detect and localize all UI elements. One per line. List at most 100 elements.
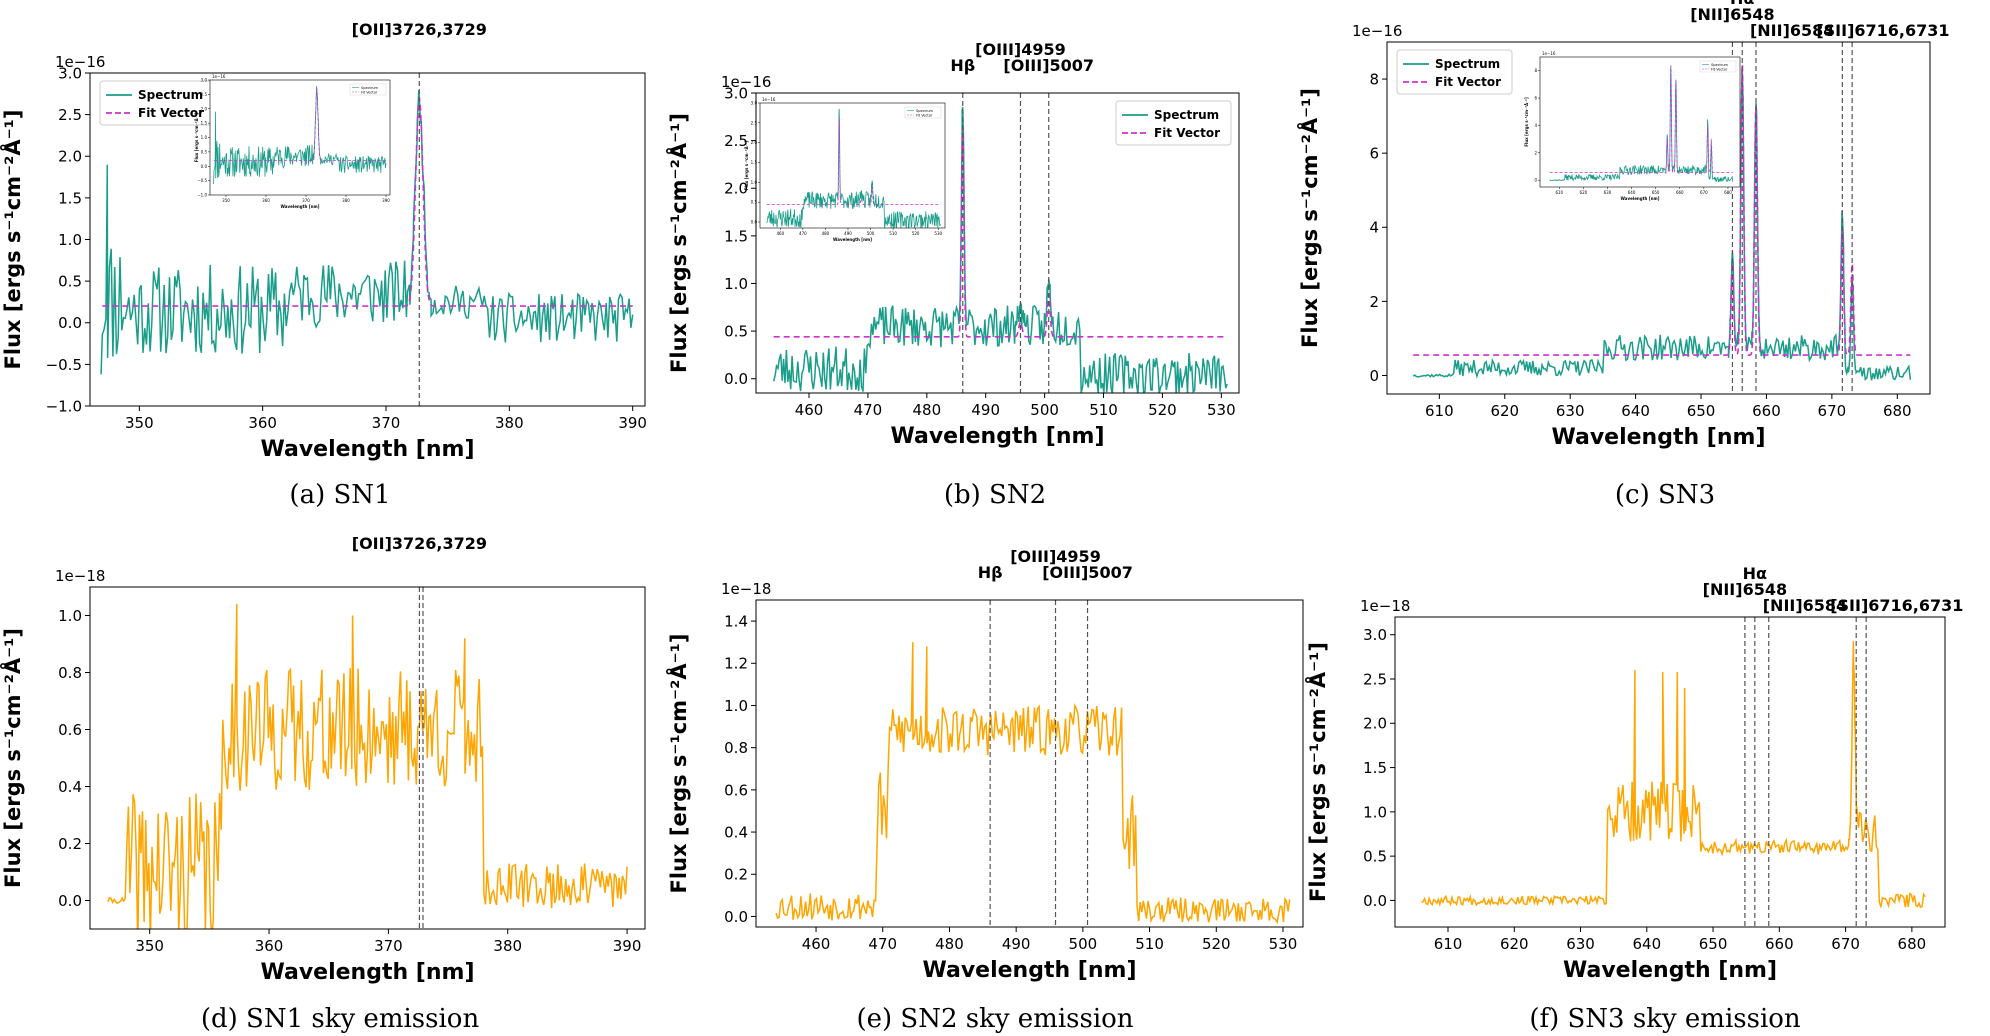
- series-spectrum: [100, 90, 634, 375]
- y-tick-label: 2.5: [58, 106, 82, 124]
- x-tick-label: 660: [1765, 935, 1794, 953]
- panel-sn3-sky: 610 620 630 640 650 660 670 680 0.0 0.5 1.0 1.5 2.0 2…: [1305, 564, 1963, 983]
- axis-scale-label: 1e−16: [212, 74, 226, 79]
- series-fit-vector: [214, 88, 386, 161]
- caption-f: (f) SN3 sky emission: [1529, 1004, 1801, 1034]
- y-axis-label: Flux [ergs s⁻¹cm⁻²Å⁻¹]: [1297, 88, 1322, 348]
- x-axis-label: Wavelength [nm]: [1621, 196, 1660, 201]
- inset-legend-label: Fit Vector: [1711, 67, 1728, 71]
- series-group: [107, 604, 628, 929]
- x-tick-label: 480: [822, 231, 830, 236]
- x-tick-label: 390: [618, 414, 647, 432]
- panel-sn2-sky: 460 470 480 490 500 510 520 530 0.0 0.2 0.4 0.6 0.8 1…: [666, 547, 1304, 983]
- y-tick-label: 1.5: [724, 227, 748, 245]
- x-tick-label: 670: [1831, 935, 1860, 953]
- emission-line-label: [OIII]5007: [1003, 56, 1094, 75]
- inset-plot: 350 360 370 380 390 −1.0 −0.5 0.0 0.5 1.0 1.5 2.0 2.…: [194, 74, 391, 209]
- y-tick-label: 1.0: [58, 231, 82, 249]
- y-tick-label: −0.5: [46, 356, 82, 374]
- y-tick-label: 3.0: [724, 84, 748, 102]
- series-fit-vector: [1549, 65, 1733, 174]
- y-tick-label: 0.5: [724, 322, 748, 340]
- y-tick-label: 0.0: [201, 164, 208, 169]
- y-tick-label: 3.0: [201, 78, 208, 83]
- caption-d: (d) SN1 sky emission: [201, 1004, 480, 1034]
- y-axis-label: Flux [ergs s⁻¹cm⁻²Å⁻¹]: [1524, 97, 1529, 147]
- y-tick-label: 0: [1534, 178, 1537, 183]
- y-tick-label: 1.5: [201, 121, 208, 126]
- x-tick-label: 670: [1700, 190, 1708, 195]
- x-tick-label: 610: [1425, 402, 1454, 420]
- x-tick-label: 630: [1604, 190, 1612, 195]
- y-tick-label: 1.0: [1363, 803, 1387, 821]
- caption-e: (e) SN2 sky emission: [856, 1004, 1133, 1034]
- x-tick-label: 360: [255, 937, 284, 955]
- series-sky: [775, 642, 1291, 925]
- emission-line-label: [OII]3726,3729: [352, 20, 487, 39]
- y-tick-label: 3.0: [751, 101, 758, 106]
- axis-scale-label: 1e−16: [721, 73, 771, 91]
- legend-label: Fit Vector: [138, 106, 204, 120]
- axis-scale-label: 1e−16: [55, 53, 105, 71]
- emission-line-label: [NII]6548: [1703, 580, 1787, 599]
- y-tick-label: 0.5: [1363, 848, 1387, 866]
- y-tick-label: 1.5: [1363, 759, 1387, 777]
- y-tick-label: 2.5: [751, 120, 758, 125]
- y-tick-label: 2: [1534, 150, 1537, 155]
- axis-scale-label: 1e−18: [55, 567, 105, 585]
- x-tick-label: 470: [799, 231, 807, 236]
- y-axis-label: Flux [ergs s⁻¹cm⁻²Å⁻¹]: [0, 110, 25, 370]
- inset-legend-box: [904, 106, 942, 119]
- panel-sn3: 610 620 630 640 650 660 670 680024681e−16Wavele…: [1297, 0, 1950, 450]
- inset-background: [210, 80, 390, 195]
- y-tick-label: 8: [1534, 68, 1537, 73]
- y-tick-label: 1.4: [724, 612, 748, 630]
- axis-scale-label: 1e−16: [1352, 22, 1402, 40]
- x-tick-label: 510: [889, 231, 897, 236]
- y-tick-label: 0.0: [751, 220, 758, 225]
- x-tick-label: 610: [1555, 190, 1563, 195]
- inset-legend-box: [1699, 60, 1737, 73]
- y-tick-label: 1.0: [724, 275, 748, 293]
- plot-frame: [759, 102, 946, 229]
- emission-line-label: [NII]6584: [1750, 21, 1834, 40]
- y-tick-label: 0.4: [724, 823, 748, 841]
- y-tick-label: 0.8: [58, 664, 82, 682]
- legend: Spectrum Fit Vector: [99, 80, 216, 126]
- series-group: [775, 642, 1291, 925]
- plot-frame: [1386, 41, 1931, 395]
- x-axis-label: Wavelength [nm]: [261, 437, 475, 462]
- legend: Spectrum Fit Vector: [1115, 100, 1232, 146]
- x-tick-label: 460: [795, 401, 824, 419]
- y-tick-label: 1.0: [58, 607, 82, 625]
- series-spectrum: [1549, 65, 1734, 183]
- y-tick-label: −0.5: [197, 178, 207, 183]
- x-tick-label: 680: [1883, 402, 1912, 420]
- series-spectrum: [213, 85, 387, 185]
- axis-scale-label: 1e−16: [1542, 51, 1556, 56]
- y-tick-label: 0.2: [58, 835, 82, 853]
- y-tick-label: 2.0: [58, 148, 82, 166]
- x-tick-label: 390: [613, 937, 642, 955]
- y-tick-label: 0.0: [724, 370, 748, 388]
- y-tick-label: 2.0: [724, 180, 748, 198]
- x-tick-label: 640: [1632, 935, 1661, 953]
- x-tick-label: 630: [1566, 935, 1595, 953]
- plot-frame: [755, 599, 1304, 928]
- y-axis-label: Flux [ergs s⁻¹cm⁻²Å⁻¹]: [666, 634, 691, 894]
- plot-frame: [89, 586, 646, 930]
- y-tick-label: 6: [1369, 145, 1379, 163]
- inset-legend-label: Spectrum: [1711, 63, 1729, 67]
- y-tick-label: −1.0: [46, 397, 82, 415]
- x-tick-label: 620: [1490, 402, 1519, 420]
- x-tick-label: 490: [971, 401, 1000, 419]
- y-tick-label: 2: [1369, 293, 1379, 311]
- series-group: [1421, 641, 1926, 909]
- x-tick-label: 520: [1202, 935, 1231, 953]
- x-tick-label: 530: [934, 231, 942, 236]
- emission-line-label: [NII]6584: [1763, 596, 1847, 615]
- series-fit-vector: [102, 97, 633, 307]
- inset-legend-label: Spectrum: [916, 109, 934, 113]
- x-tick-label: 470: [868, 935, 897, 953]
- x-tick-label: 460: [802, 935, 831, 953]
